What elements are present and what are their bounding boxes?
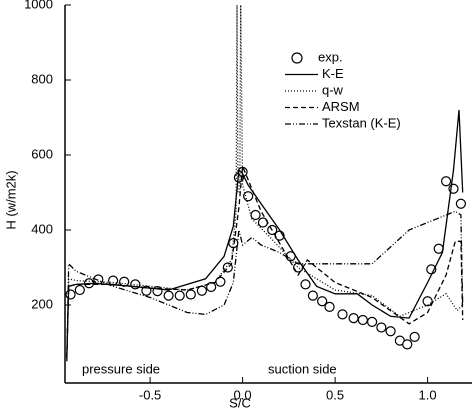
y-tick-label: 600	[31, 146, 53, 161]
data-point	[402, 339, 413, 350]
data-point	[348, 313, 359, 324]
data-point	[337, 309, 348, 320]
x-tick-label: 1.0	[419, 387, 437, 402]
y-tick-label: 200	[31, 296, 53, 311]
legend-label: exp.	[318, 49, 343, 64]
data-point	[163, 290, 174, 301]
data-point	[357, 314, 368, 326]
x-tick-label: 0.0	[234, 387, 252, 402]
x-tick-label: 0.5	[326, 387, 344, 402]
data-point	[422, 296, 433, 307]
y-tick-label: 800	[31, 71, 53, 86]
data-point	[455, 198, 466, 209]
y-axis-label: H (w/m2k)	[3, 170, 18, 229]
data-point	[409, 331, 420, 342]
data-point	[367, 316, 378, 327]
data-point	[376, 322, 387, 333]
data-point	[441, 176, 452, 187]
x-axis-label: S/C	[229, 395, 251, 410]
legend-label: q-w	[322, 82, 344, 97]
annotation: suction side	[268, 361, 337, 376]
legend-label: Texstan (K-E)	[322, 115, 401, 130]
data-point	[300, 279, 311, 290]
y-tick-label: 1000	[24, 0, 53, 11]
data-point	[317, 296, 328, 307]
data-point	[65, 289, 76, 300]
annotation: pressure side	[82, 361, 160, 376]
x-tick-label: -0.5	[139, 387, 161, 402]
legend-label: ARSM	[322, 99, 360, 114]
data-point	[307, 290, 318, 301]
series-line	[66, 166, 464, 358]
legend-marker	[291, 52, 303, 64]
series-line	[66, 210, 464, 362]
data-point	[174, 290, 185, 301]
data-point	[185, 289, 196, 300]
data-point	[324, 301, 335, 312]
y-tick-label: 400	[31, 221, 53, 236]
data-point	[228, 238, 239, 249]
legend-label: K-E	[322, 66, 344, 81]
series-line	[66, 4, 464, 358]
data-point	[385, 326, 396, 337]
data-point	[196, 285, 207, 296]
data-point	[250, 209, 261, 221]
data-point	[74, 284, 85, 296]
